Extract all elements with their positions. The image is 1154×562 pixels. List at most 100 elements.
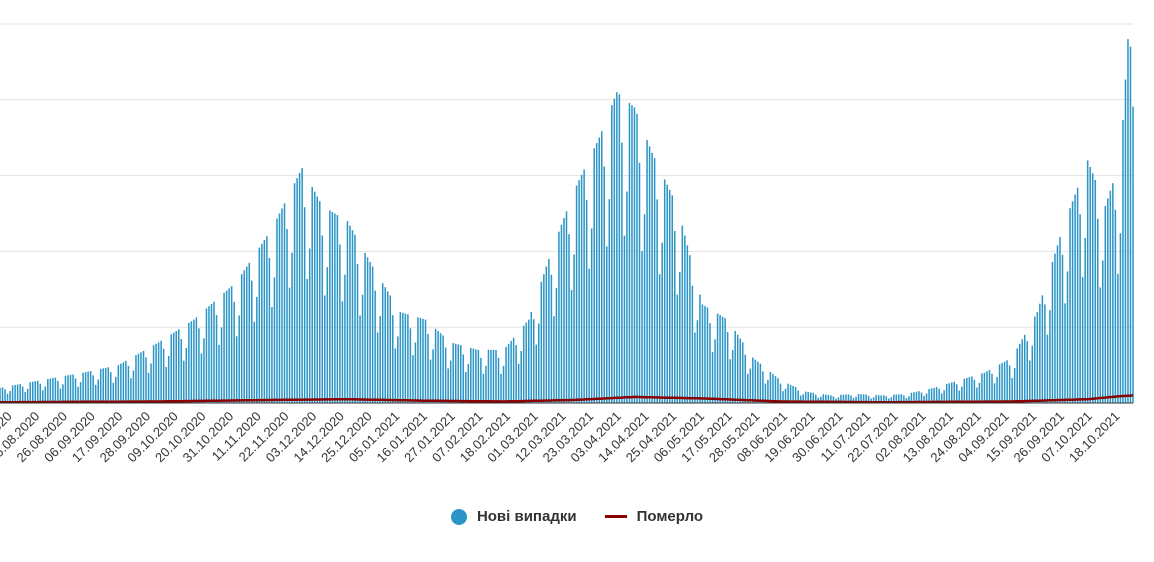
new-cases-bar [674, 230, 676, 403]
new-cases-bar [996, 376, 998, 403]
new-cases-bar [218, 344, 220, 403]
legend-item-new-cases[interactable]: Нові випадки [450, 508, 577, 525]
new-cases-bar [757, 361, 759, 403]
new-cases-bar [258, 247, 261, 403]
new-cases-bar [888, 398, 890, 403]
legend-item-deaths[interactable]: Померло [604, 508, 703, 525]
new-cases-bar [336, 215, 339, 403]
new-cases-bar [920, 392, 923, 403]
new-cases-bar [658, 274, 661, 403]
new-cases-bar [777, 378, 779, 403]
new-cases-bar [809, 392, 812, 403]
new-cases-bar [316, 196, 318, 403]
new-cases-bar [34, 381, 37, 403]
new-cases-bar [963, 378, 966, 403]
new-cases-bar [998, 364, 1001, 403]
new-cases-bar [1084, 237, 1086, 403]
new-cases-bar [1086, 160, 1089, 403]
new-cases-bar [696, 320, 699, 403]
new-cases-bar [570, 290, 573, 403]
new-cases-bar [354, 234, 356, 403]
new-cases-bar [485, 365, 487, 403]
new-cases-bar [734, 330, 736, 403]
new-cases-bar [19, 384, 21, 403]
new-cases-bar [789, 384, 792, 403]
new-cases-bar [301, 168, 303, 403]
new-cases-bar [694, 332, 696, 403]
new-cases-bar [910, 392, 913, 403]
new-cases-bar [371, 266, 374, 403]
new-cases-bar [565, 211, 568, 403]
new-cases-bar [1001, 363, 1003, 403]
new-cases-bar [583, 169, 585, 403]
new-cases-bar [817, 397, 820, 403]
new-cases-bar [59, 388, 62, 403]
new-cases-bar [1081, 277, 1084, 403]
new-cases-bar [558, 231, 560, 403]
new-cases-bar [852, 398, 855, 403]
new-cases-bar [706, 307, 709, 403]
new-cases-bar [1119, 233, 1122, 403]
new-cases-bar [248, 262, 251, 403]
new-cases-bar [714, 339, 716, 403]
new-cases-bar [278, 213, 281, 403]
new-cases-bar [1124, 79, 1127, 403]
new-cases-bar [125, 360, 127, 403]
new-cases-bar [381, 283, 384, 403]
new-cases-bar [409, 328, 412, 403]
new-cases-bar [736, 334, 739, 403]
new-cases-bar [938, 388, 940, 403]
new-cases-bar [379, 316, 381, 403]
new-cases-bar [507, 343, 510, 403]
new-cases-bar [724, 318, 726, 403]
new-cases-bar [462, 354, 465, 403]
legend: Нові випадки Померло [0, 508, 1154, 525]
legend-label-new-cases: Нові випадки [476, 508, 577, 525]
new-cases-bar [689, 255, 691, 403]
new-cases-bar [414, 342, 417, 403]
new-cases-bar [885, 396, 888, 403]
new-cases-bar [1117, 273, 1119, 403]
new-cases-bar [517, 363, 520, 403]
new-cases-bar [424, 319, 427, 403]
new-cases-bar [915, 391, 918, 403]
new-cases-bar [956, 384, 958, 403]
new-cases-bar [500, 373, 502, 403]
new-cases-bar [903, 395, 905, 403]
new-cases-bar [392, 315, 394, 403]
new-cases-bar [188, 322, 190, 403]
new-cases-bar [271, 307, 273, 403]
new-cases-bar [1099, 287, 1102, 403]
new-cases-bar [661, 242, 663, 403]
new-cases-bar [39, 383, 42, 403]
new-cases-bar [950, 382, 953, 403]
new-cases-bar [515, 345, 517, 403]
new-cases-bar [180, 339, 183, 403]
new-cases-bar [444, 347, 447, 403]
new-cases-bar [104, 367, 107, 403]
new-cases-bar [497, 357, 500, 403]
new-cases-bar [1008, 365, 1011, 403]
new-cases-bar [447, 368, 449, 403]
new-cases-bar [633, 107, 636, 403]
new-cases-bar [530, 312, 533, 403]
new-cases-bar [641, 251, 643, 403]
new-cases-bar [1114, 209, 1117, 403]
new-cases-bar [412, 355, 414, 403]
new-cases-bar [973, 379, 976, 403]
new-cases-bar [575, 185, 578, 403]
new-cases-bar [210, 304, 213, 403]
new-cases-bar [449, 360, 452, 403]
new-cases-bar [432, 349, 434, 403]
new-cases-bar [1016, 348, 1018, 403]
new-cases-bar [429, 359, 432, 403]
new-cases-bar [386, 291, 389, 403]
new-cases-bar [44, 386, 47, 403]
new-cases-bar [774, 376, 777, 403]
new-cases-bar [502, 365, 505, 403]
new-cases-bar [772, 374, 774, 403]
new-cases-bar [344, 274, 346, 403]
new-cases-bar [550, 274, 553, 403]
new-cases-bar [16, 384, 19, 403]
new-cases-bar [67, 375, 69, 403]
